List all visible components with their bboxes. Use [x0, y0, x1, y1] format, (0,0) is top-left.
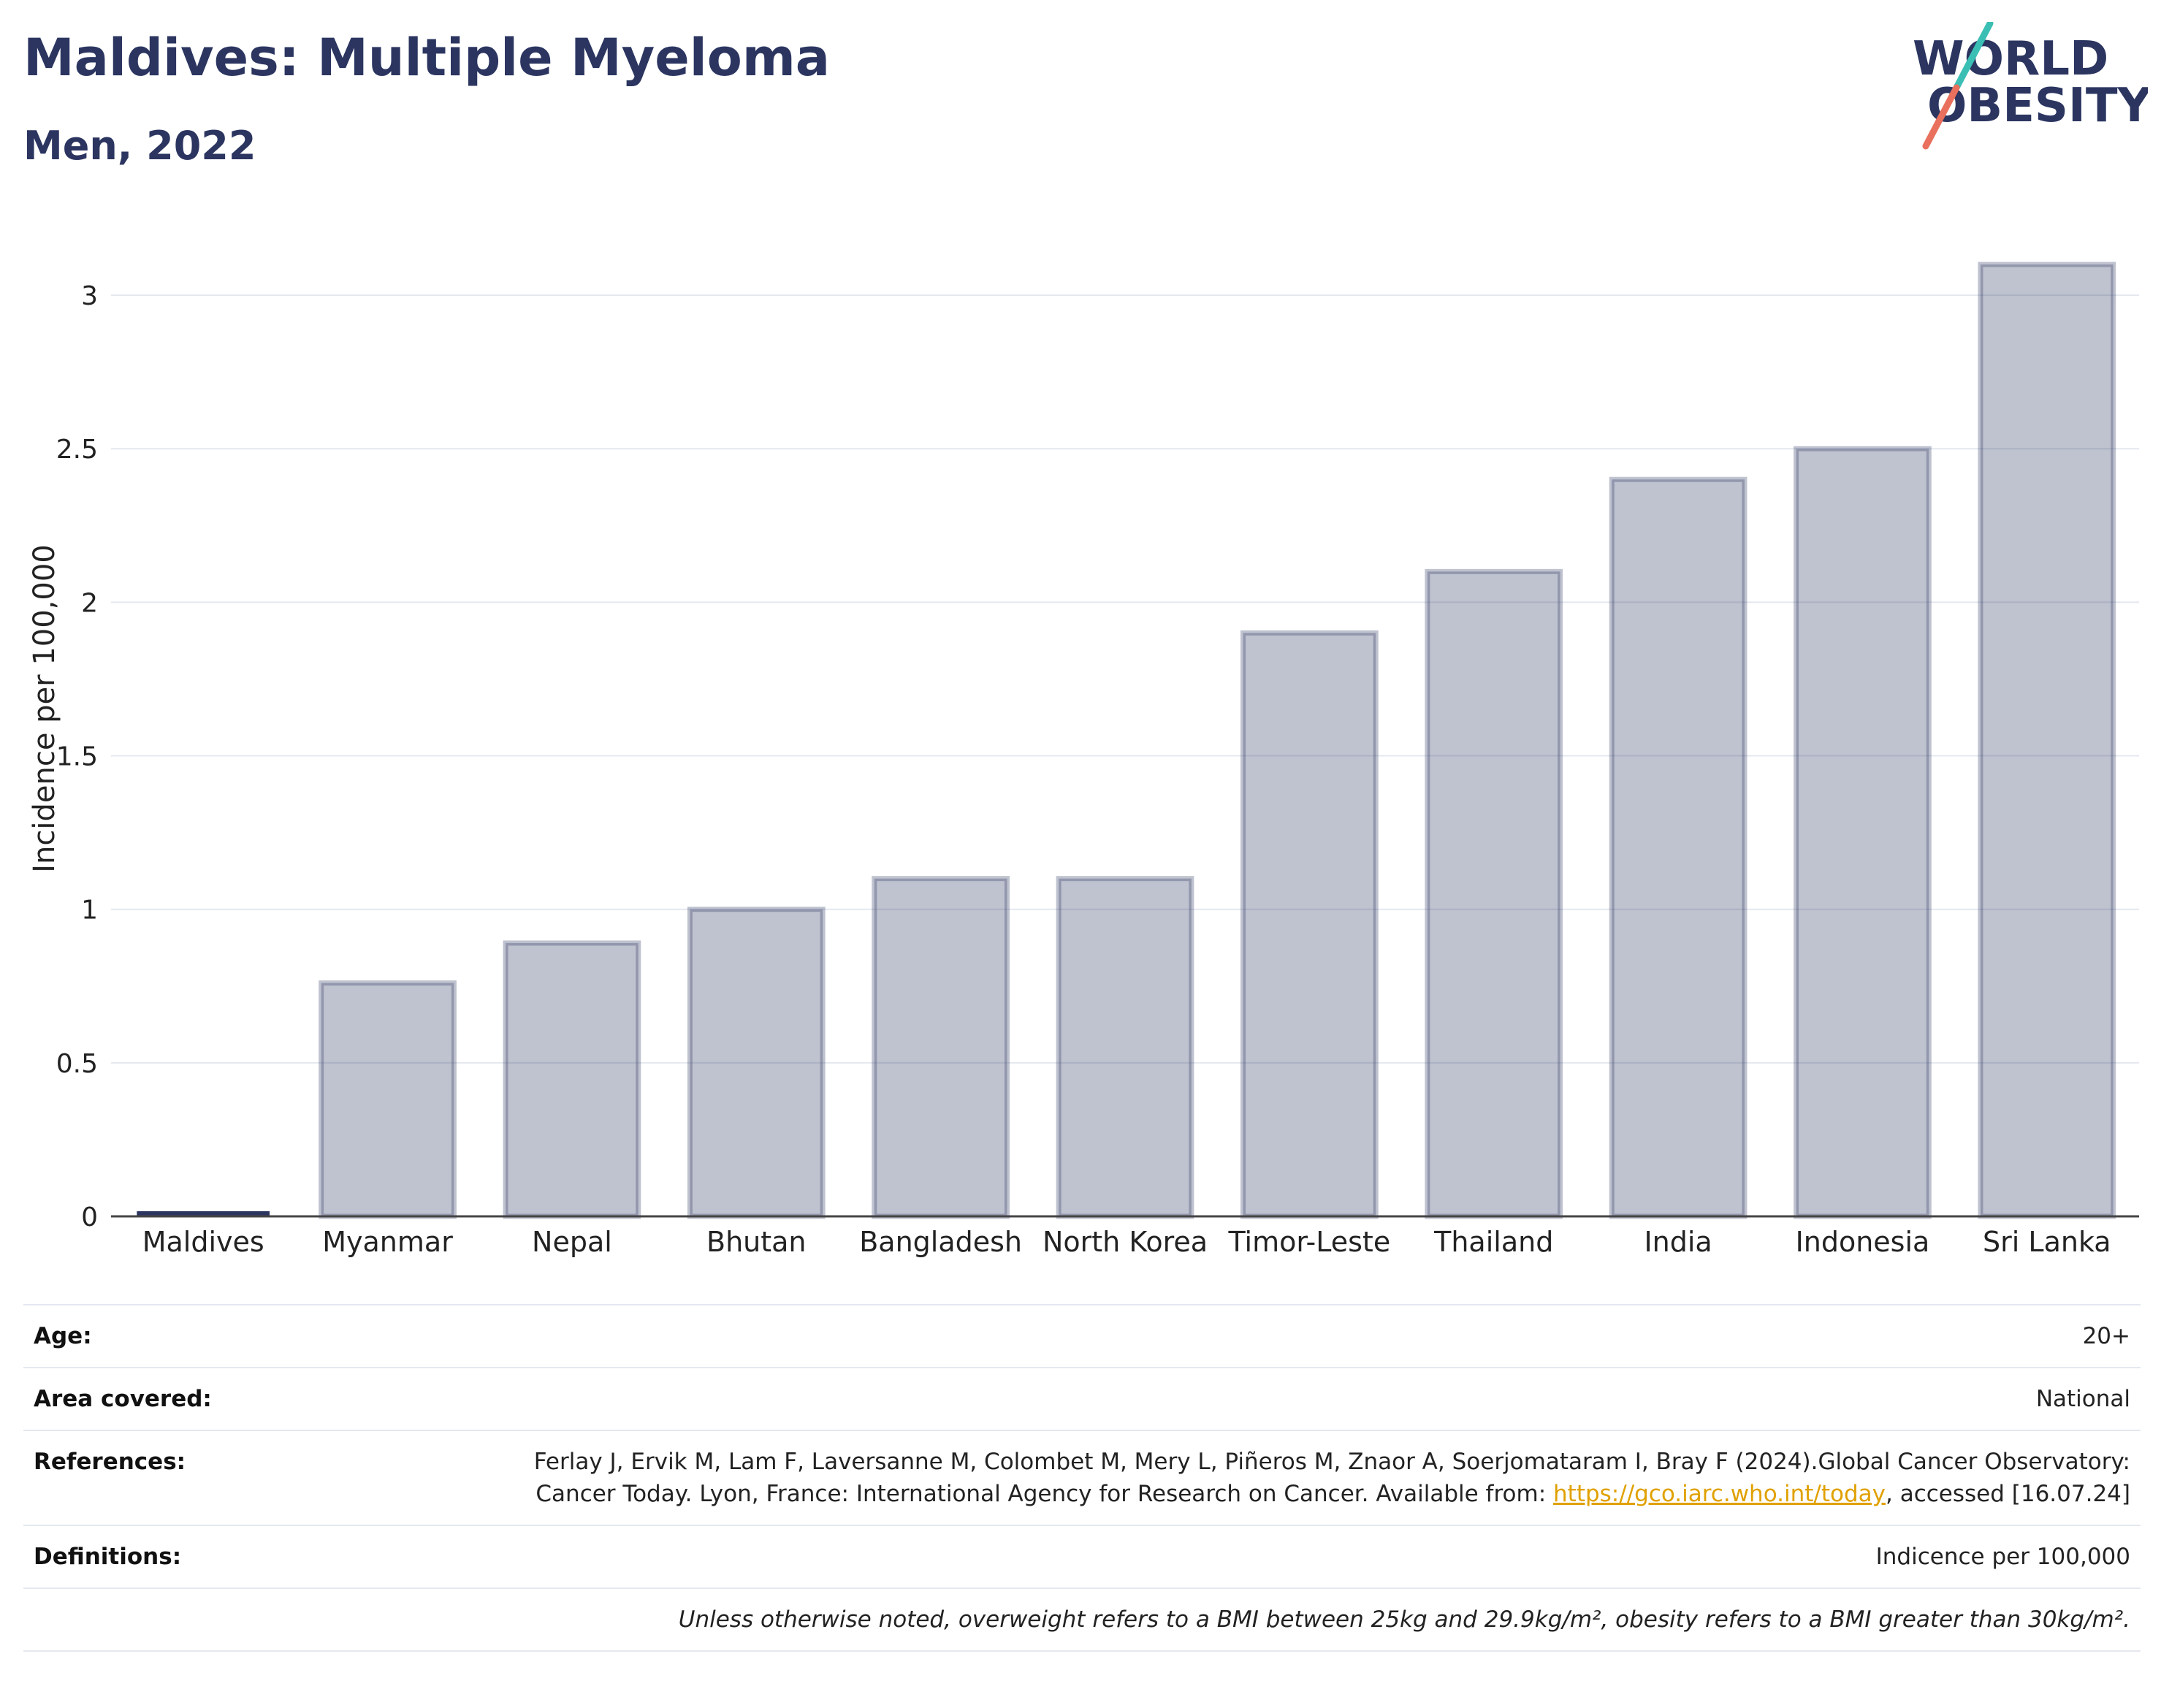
bmi-note: Unless otherwise noted, overweight refer…	[482, 1587, 2141, 1652]
y-tick-label: 2.5	[56, 435, 98, 465]
area-label: Area covered:	[23, 1367, 482, 1432]
definitions-value: Indicence per 100,000	[482, 1525, 2141, 1590]
bar-north-korea	[1056, 876, 1194, 1219]
references-text: Ferlay J, Ervik M, Lam F, Laversanne M, …	[533, 1449, 2130, 1508]
references-label: References:	[23, 1430, 482, 1527]
info-row-references: References: Ferlay J, Ervik M, Lam F, La…	[23, 1430, 2141, 1527]
y-tick-label: 0.5	[56, 1049, 98, 1079]
y-tick-label: 1.5	[56, 742, 98, 772]
bar-bangladesh	[872, 876, 1010, 1219]
x-tick-label: Thailand	[1433, 1226, 1553, 1258]
info-row-definitions: Definitions: Indicence per 100,000	[23, 1525, 2141, 1590]
x-tick-label: Nepal	[532, 1226, 612, 1258]
chart-subtitle: Men, 2022	[23, 123, 256, 169]
references-accessed: , accessed [16.07.24]	[1885, 1481, 2130, 1508]
bar-chart: 0 0.5 1 1.5 2 2.5 3 Maldives Myanmar Nepal Bhutan B…	[28, 262, 2139, 1258]
y-tick-label: 1	[81, 896, 98, 926]
y-tick-label: 0	[81, 1202, 98, 1232]
age-label: Age:	[23, 1303, 482, 1369]
chart-title: Maldives: Multiple Myeloma	[23, 28, 831, 88]
logo-slash-bottom	[1922, 84, 1960, 150]
x-tick-label: India	[1644, 1226, 1712, 1258]
bar-sri-lanka	[1978, 262, 2116, 1219]
world-obesity-logo: WORLD OBESITY	[1913, 22, 2148, 150]
x-tick-label: Maldives	[142, 1226, 264, 1258]
x-tick-label: Myanmar	[322, 1226, 453, 1258]
y-axis-label: Incidence per 100,000	[28, 544, 61, 873]
bar-thailand	[1425, 568, 1563, 1219]
x-tick-label: Bangladesh	[859, 1226, 1022, 1258]
y-tick-label: 2	[81, 588, 98, 618]
y-tick-label: 3	[81, 281, 98, 311]
references-link[interactable]: https://gco.iarc.who.int/today	[1553, 1481, 1886, 1508]
x-tick-label: Bhutan	[706, 1226, 807, 1258]
x-tick-label: Timor-Leste	[1227, 1226, 1390, 1258]
definitions-label: Definitions:	[23, 1525, 482, 1590]
x-tick-label: Sri Lanka	[1983, 1226, 2111, 1258]
bar-myanmar	[319, 980, 457, 1219]
bar-india	[1609, 476, 1748, 1219]
area-value: National	[482, 1367, 2141, 1432]
info-row-note: Unless otherwise noted, overweight refer…	[23, 1587, 2141, 1652]
logo-word-world: WORLD	[1913, 32, 2108, 86]
logo-word-obesity: OBESITY	[1927, 79, 2148, 133]
bar-indonesia	[1794, 446, 1932, 1219]
info-table: Age: 20+ Area covered: National Referenc…	[23, 1303, 2141, 1652]
x-tick-label: North Korea	[1043, 1226, 1208, 1258]
bar-bhutan	[687, 907, 826, 1219]
info-row-age: Age: 20+	[23, 1303, 2141, 1369]
logo-slash-top	[1953, 22, 1994, 91]
x-tick-label: Indonesia	[1796, 1226, 1930, 1258]
bar-timor-leste	[1240, 630, 1379, 1219]
info-row-area: Area covered: National	[23, 1367, 2141, 1432]
bar-maldives	[137, 1211, 270, 1216]
references-value: Ferlay J, Ervik M, Lam F, Laversanne M, …	[482, 1430, 2141, 1527]
age-value: 20+	[482, 1303, 2141, 1369]
bar-nepal	[503, 940, 641, 1219]
